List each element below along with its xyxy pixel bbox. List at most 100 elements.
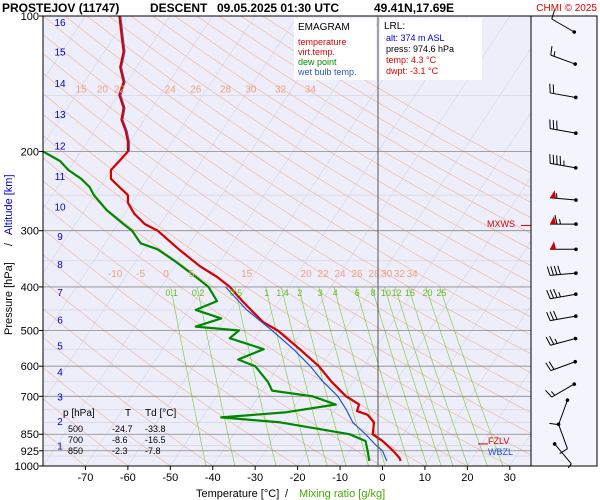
wind-barb-staff [551,383,575,398]
axis-layer: 15 20 22 24 26 28 30 32 34-10 -5 0 5 15 20 22 24 26 28 30 3… [15,11,531,484]
altitude-label: 8 [57,260,63,271]
wind-barb-pennant [550,241,556,250]
skew-guide-line [43,16,256,338]
table-header-p: p [hPa] [63,408,95,419]
table-row-p: 700 [68,435,83,445]
mixing-ratio-label: 0.5 [230,288,243,298]
wind-barb-staff [558,424,568,449]
wind-barb-full [551,10,555,20]
x-tick-label: -40 [205,472,221,484]
wind-barb-staff [550,338,576,346]
x-tick-label: -10 [332,472,348,484]
table-row-t: -2.3 [112,446,128,456]
chart-header-mode: DESCENT [150,1,208,15]
wind-barb-full [548,361,555,370]
mixing-ratio-label: 4 [333,288,338,298]
chart-header-coords: 49.41N,17.69E [374,1,454,15]
table-header-td: Td [°C] [145,408,176,419]
altitude-label: 4 [57,367,63,378]
altitude-label: 2 [57,417,63,428]
wind-barb-full [545,389,553,398]
dry-adiabat-label: 28 [368,269,380,280]
x-axis-title-separator: / [285,488,289,500]
dry-adiabat-label: -10 [108,269,123,280]
skew-guide-line [85,16,383,466]
wind-barb-full [546,266,551,276]
y-tick-label: 1000 [15,461,39,473]
y-tick-label: 850 [21,429,39,441]
wind-barb [556,422,568,455]
lrl-pressure: press: 974.6 hPa [386,44,454,54]
wind-barb-staff [550,128,576,134]
dry-adiabat-label: 32 [275,85,287,96]
legend-item-wet-bulb: wet bulb temp. [297,67,357,77]
wind-barb [550,190,578,202]
x-tick-label: 0 [379,472,385,484]
x-tick-label: -70 [77,472,93,484]
mixing-ratio-label: 10 [381,288,391,298]
skew-guide-line [424,304,531,466]
dry-adiabat-label: 15 [241,269,253,280]
wind-barb-staff [550,162,576,169]
dry-adiabat-label: 22 [318,269,330,280]
grid-layer [0,16,531,466]
dry-adiabat-label: 30 [245,85,257,96]
wind-barb-full [552,120,555,130]
dry-adiabat-label: 0 [163,269,169,280]
x-tick-label: 10 [419,472,431,484]
dry-adiabat-label: 34 [407,269,419,280]
y-axis-title-separator: / [3,242,15,246]
wind-barb [549,154,578,170]
dry-adiabat-label: 20 [97,85,109,96]
wind-barb-full [545,362,552,371]
wind-barb [545,382,577,398]
wind-barb-half [558,292,562,298]
wind-barb-full [549,335,555,345]
wind-barb-full [545,336,551,346]
wind-barb-dot [574,95,578,100]
table-row-t: -24.7 [112,424,133,434]
y-tick-label: 500 [21,326,39,338]
dry-adiabat-label: 32 [394,269,406,280]
skew-guide-line [43,16,341,466]
skew-guide-line [339,176,531,466]
wind-barb-full [546,290,551,299]
dry-adiabat-label: 26 [351,269,363,280]
dry-adiabat-label: 22 [114,85,126,96]
wind-barb-staff [558,400,568,425]
mixing-ratio-label: 1 [264,288,269,298]
wind-barb [546,265,578,276]
wind-barb-half [551,391,556,396]
wind-barb-dot [556,422,561,427]
x-tick-label: -30 [247,472,263,484]
mixing-ratio-label: 0.1 [165,288,178,298]
wind-barb [550,214,578,226]
wind-barb-staff [550,54,576,65]
wind-barb-full [549,289,555,299]
wind-barb-dot [574,247,578,252]
series-line-trace [120,16,130,152]
wind-barb-staff [554,443,572,465]
series-line-dew-point [43,150,371,462]
mixing-ratio-label: 1.4 [276,288,289,298]
skew-guide-line [43,16,129,146]
wind-barb-full [553,310,558,320]
lrl-dewpoint: dwpt: -3.1 °C [386,66,439,76]
skew-guide-line [43,16,213,274]
dry-adiabat-label: 30 [381,269,393,280]
dry-adiabat-label: 15 [76,85,88,96]
altitude-label: 7 [57,288,63,299]
mixing-ratio-label: 6 [355,288,360,298]
y-tick-label: 600 [21,361,39,373]
x-tick-label: -20 [290,472,306,484]
wind-barbs [545,10,578,469]
mixing-ratio-label: 12 [392,288,402,298]
dry-adiabat-label: -5 [136,269,145,280]
skew-guide-line [0,16,1,466]
wind-barb-full [549,154,551,164]
y-tick-label: 300 [21,226,39,238]
wind-barb-dot [573,62,578,66]
x-tick-label: -60 [120,472,136,484]
wind-barb-full [549,311,555,321]
wind-barb-staff [550,197,576,201]
